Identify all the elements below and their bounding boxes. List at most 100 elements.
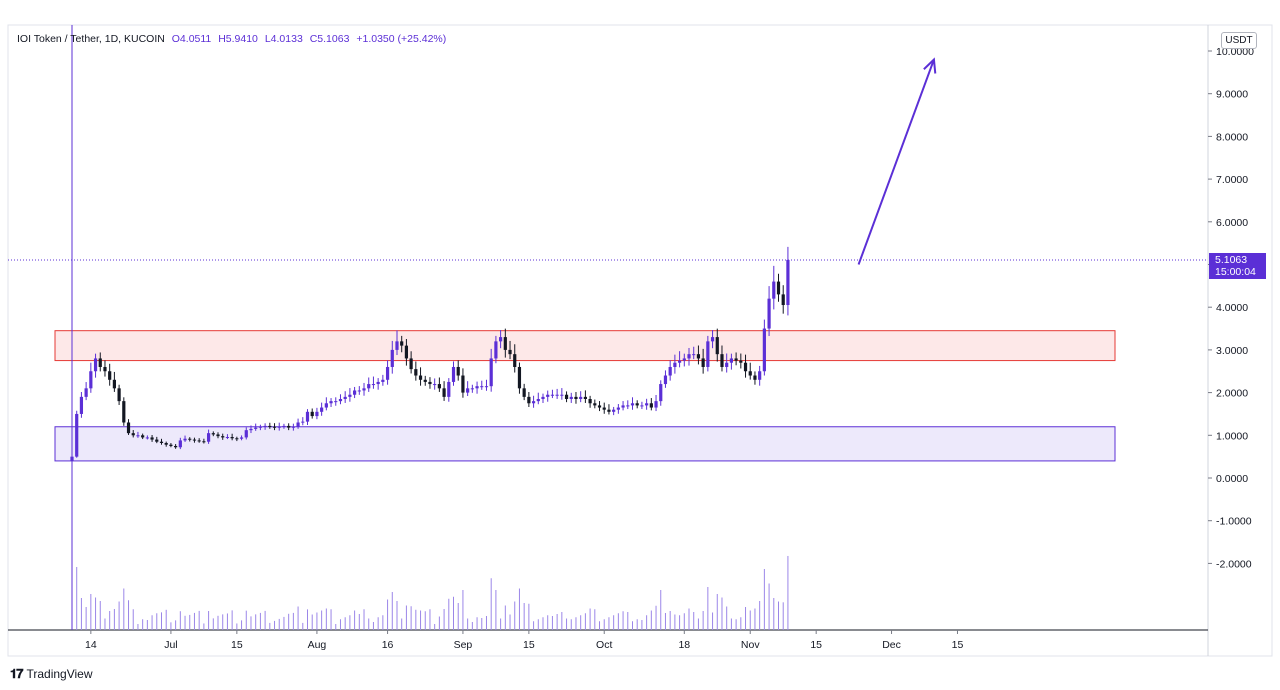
- candle-body: [131, 433, 135, 436]
- candle-body: [79, 396, 84, 414]
- candle-body: [758, 371, 762, 380]
- candle-body: [89, 371, 93, 389]
- candle-body: [710, 337, 715, 342]
- candle-body: [428, 381, 432, 385]
- candle-body: [649, 403, 653, 408]
- candle-body: [254, 427, 258, 429]
- candle-body: [287, 425, 291, 428]
- y-tick-label: 1.0000: [1216, 430, 1248, 442]
- candle-body: [272, 426, 277, 428]
- candle-body: [484, 386, 489, 388]
- x-tick-label: Jul: [164, 639, 177, 651]
- candle-body: [305, 411, 310, 422]
- price-change: +1.0350 (+25.42%): [356, 33, 447, 45]
- x-tick-label: Aug: [308, 639, 327, 651]
- candle-body: [743, 362, 748, 372]
- y-tick-label: 8.0000: [1216, 131, 1248, 143]
- candle-body: [334, 401, 338, 403]
- candle-body: [324, 403, 328, 408]
- volume-bars: [71, 555, 789, 630]
- x-tick-label: Oct: [596, 639, 612, 651]
- candle-body: [310, 411, 314, 417]
- candle-body: [225, 437, 230, 439]
- candle-body: [569, 396, 573, 400]
- x-tick-label: 15: [952, 639, 964, 651]
- candle-body: [635, 403, 639, 406]
- candle-body: [456, 366, 460, 376]
- candle-body: [442, 388, 446, 397]
- candle-body: [376, 381, 380, 385]
- zones-layer: [54, 330, 1116, 462]
- candle-body: [579, 396, 583, 400]
- candle-body: [555, 394, 559, 396]
- candle-body: [541, 396, 545, 400]
- symbol-name[interactable]: IOI Token / Tether, 1D, KUCOIN: [17, 33, 165, 45]
- y-tick-label: 3.0000: [1216, 345, 1248, 357]
- candle-body: [93, 358, 98, 372]
- candle-body: [183, 438, 187, 441]
- candle-body: [282, 425, 286, 427]
- price-axis[interactable]: 10.00009.00008.00007.00006.00005.00004.0…: [1208, 46, 1254, 570]
- y-tick-label: 7.0000: [1216, 174, 1248, 186]
- candle-body: [734, 358, 738, 361]
- candle-body: [630, 403, 635, 406]
- x-tick-label: Dec: [882, 639, 901, 651]
- candle-body: [621, 405, 625, 408]
- candle-body: [701, 358, 705, 367]
- candle-body: [178, 440, 182, 448]
- candle-body: [400, 341, 404, 346]
- candle-body: [612, 409, 616, 412]
- candle-body: [367, 384, 371, 389]
- y-tick-label: -1.0000: [1216, 516, 1252, 528]
- tradingview-logo-icon: 𝟏𝟕: [10, 666, 24, 681]
- candle-body: [536, 399, 540, 402]
- candle-body: [762, 328, 766, 372]
- candle-body: [258, 426, 262, 428]
- candle-body: [381, 379, 385, 382]
- candle-body: [739, 360, 743, 363]
- candle-body: [418, 375, 423, 380]
- candle-body: [159, 441, 164, 443]
- candle-body: [239, 437, 244, 439]
- candle-body: [499, 337, 503, 342]
- candle-body: [602, 407, 606, 410]
- candle-body: [706, 341, 710, 367]
- x-tick-label: Sep: [454, 639, 473, 651]
- candle-body: [753, 375, 757, 380]
- x-tick-label: 18: [678, 639, 690, 651]
- support-zone: [54, 426, 1116, 462]
- candle-body: [593, 403, 597, 406]
- candle-body: [626, 405, 630, 407]
- candle-body: [588, 399, 592, 404]
- currency-unit-button[interactable]: USDT: [1221, 32, 1257, 49]
- candle-body: [692, 354, 696, 356]
- tradingview-brand[interactable]: 𝟏𝟕 TradingView: [10, 666, 93, 682]
- candle-body: [164, 442, 168, 445]
- candle-body: [338, 399, 343, 402]
- symbol-info-bar: IOI Token / Tether, 1D, KUCOIN O4.0511 H…: [17, 33, 450, 45]
- candle-body: [574, 396, 578, 400]
- candle-body: [362, 388, 366, 391]
- candle-body: [75, 413, 79, 457]
- time-axis[interactable]: 14 Jul 15 Aug 16 Sep 15 Oct 18 Nov 15 Dec 15: [85, 630, 963, 651]
- candle-body: [677, 360, 682, 363]
- x-tick-label: 15: [231, 639, 243, 651]
- y-tick-label: 6.0000: [1216, 217, 1248, 229]
- candle-body: [682, 358, 686, 361]
- candle-body: [216, 434, 220, 437]
- candle-body: [767, 298, 771, 329]
- candle-body: [645, 403, 649, 406]
- candle-body: [451, 366, 456, 382]
- candle-body: [263, 425, 267, 427]
- brand-name: TradingView: [26, 667, 93, 681]
- ohlc-close: C5.1063: [309, 33, 350, 45]
- candle-body: [329, 401, 333, 404]
- y-tick-label: -2.0000: [1216, 558, 1252, 570]
- candle-body: [640, 405, 644, 407]
- candle-body: [663, 375, 668, 385]
- x-tick-label: Nov: [741, 639, 760, 651]
- candle-body: [546, 394, 550, 397]
- candle-body: [480, 386, 484, 388]
- candle-body: [475, 386, 479, 389]
